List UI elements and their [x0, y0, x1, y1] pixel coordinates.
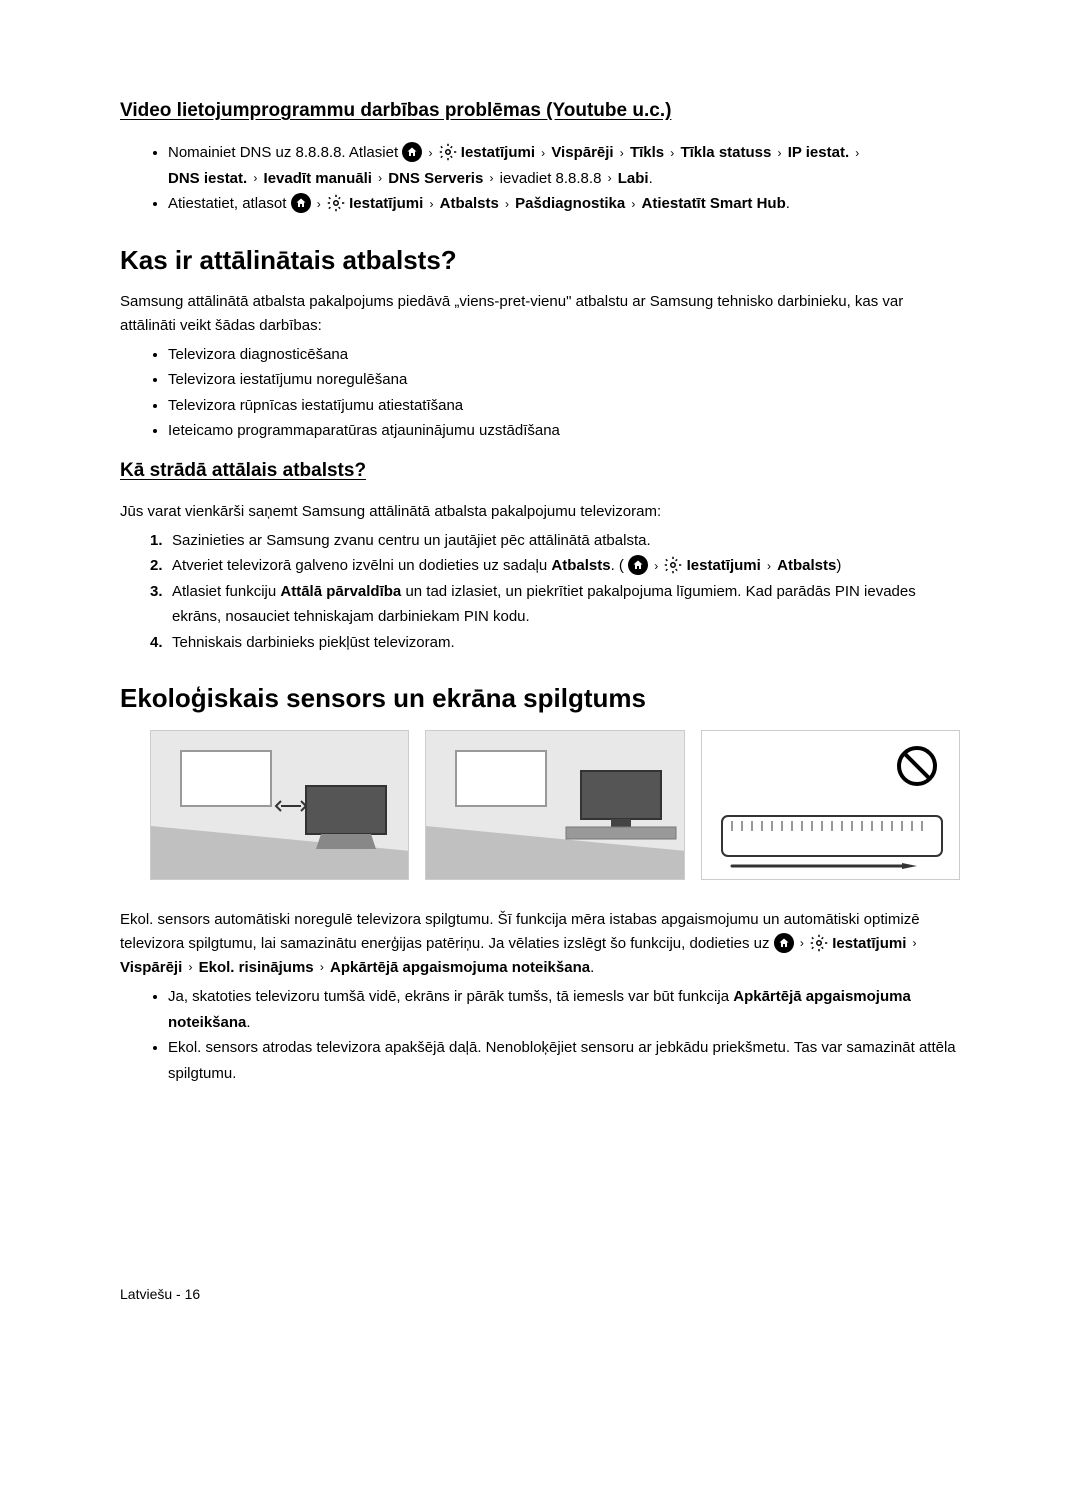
illustration-wall-tv	[150, 730, 409, 880]
paragraph: Ekol. sensors automātiski noregulē telev…	[120, 908, 960, 980]
gear-icon	[664, 556, 682, 574]
list-item: Televizora diagnosticēšana	[168, 342, 960, 368]
illustration-row	[150, 730, 960, 880]
number-list: Sazinieties ar Samsung zvanu centru un j…	[120, 528, 960, 656]
list-item: Ja, skatoties televizoru tumšā vidē, ekr…	[168, 984, 960, 1035]
home-icon	[774, 933, 794, 953]
page-footer: Latviešu - 16	[120, 1286, 960, 1302]
list-item: Tehniskais darbinieks piekļūst televizor…	[150, 630, 960, 656]
gear-icon	[439, 143, 457, 161]
section-title: Kā strādā attālais atbalsts?	[120, 460, 960, 482]
list-item: Sazinieties ar Samsung zvanu centru un j…	[150, 528, 960, 554]
section-video-problems: Video lietojumprogrammu darbības problēm…	[120, 100, 960, 217]
list-item: Televizora iestatījumu noregulēšana	[168, 367, 960, 393]
list-item: Ekol. sensors atrodas televizora apakšēj…	[168, 1035, 960, 1086]
list-item: Atiestatiet, atlasot › Iestatījumi › Atb…	[168, 191, 960, 217]
bullet-list: Ja, skatoties televizoru tumšā vidē, ekr…	[120, 984, 960, 1086]
home-icon	[628, 555, 648, 575]
list-item: Atveriet televizorā galveno izvēlni un d…	[150, 553, 960, 579]
list-item: Atlasiet funkciju Attālā pārvaldība un t…	[150, 579, 960, 630]
gear-icon	[810, 934, 828, 952]
bullet-list: Nomainiet DNS uz 8.8.8.8. Atlasiet › Ies…	[120, 140, 960, 217]
section-heading: Kas ir attālinātais atbalsts?	[120, 245, 960, 276]
illustration-remote	[701, 730, 960, 880]
gear-icon	[327, 194, 345, 212]
illustration-desk-tv	[425, 730, 684, 880]
paragraph: Samsung attālinātā atbalsta pakalpojums …	[120, 290, 960, 338]
section-remote-support: Kas ir attālinātais atbalsts? Samsung at…	[120, 245, 960, 444]
section-how-works: Kā strādā attālais atbalsts? Jūs varat v…	[120, 460, 960, 656]
section-title: Video lietojumprogrammu darbības problēm…	[120, 100, 960, 122]
list-item: Ieteicamo programmaparatūras atjaunināju…	[168, 418, 960, 444]
home-icon	[291, 193, 311, 213]
list-item: Televizora rūpnīcas iestatījumu atiestat…	[168, 393, 960, 419]
list-item: Nomainiet DNS uz 8.8.8.8. Atlasiet › Ies…	[168, 140, 960, 191]
bullet-list: Televizora diagnosticēšana Televizora ie…	[120, 342, 960, 444]
section-heading: Ekoloģiskais sensors un ekrāna spilgtums	[120, 683, 960, 714]
paragraph: Jūs varat vienkārši saņemt Samsung attāl…	[120, 500, 960, 524]
section-eco-sensor: Ekoloģiskais sensors un ekrāna spilgtums	[120, 683, 960, 1086]
home-icon	[402, 142, 422, 162]
